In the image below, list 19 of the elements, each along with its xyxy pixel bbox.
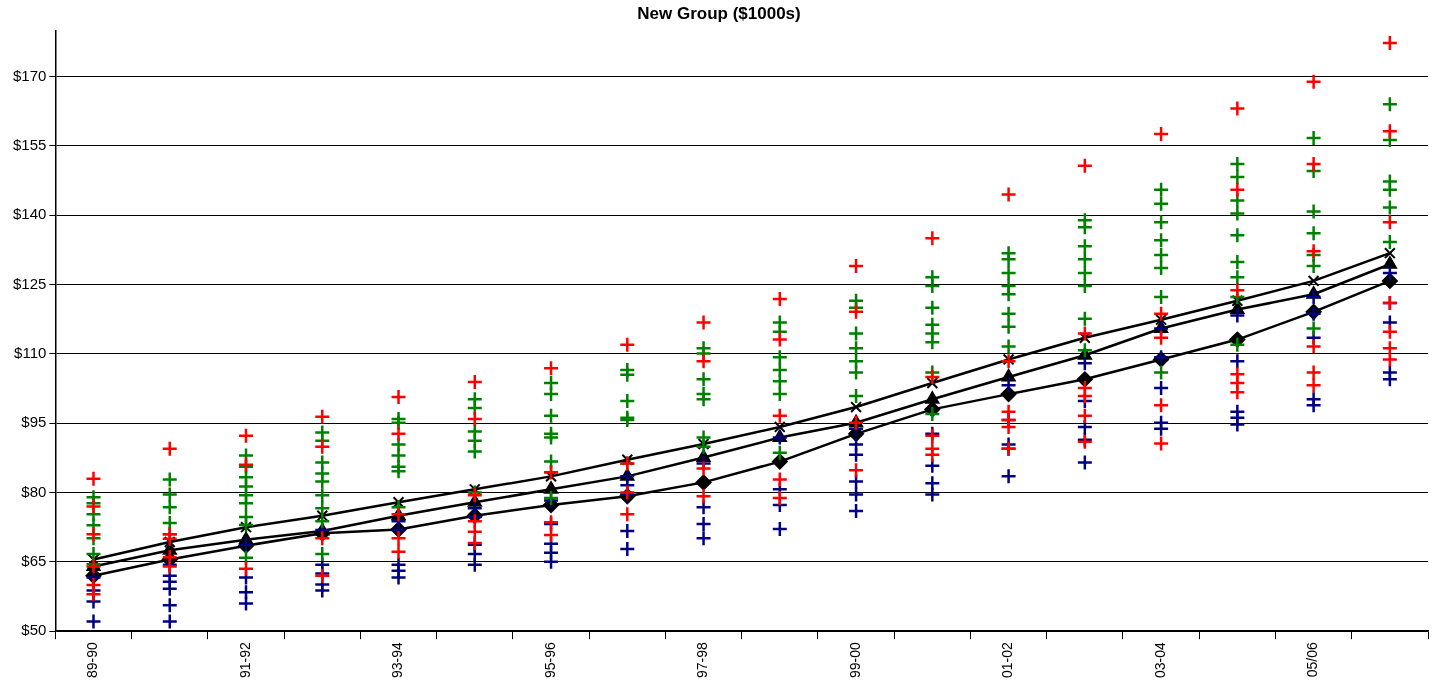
x-tick-label: 03-04: [1151, 641, 1168, 679]
y-tick-label: $65: [21, 552, 47, 570]
y-tick-label: $125: [12, 274, 47, 292]
y-tick-label: $155: [12, 136, 47, 154]
y-tick-label: $50: [21, 621, 47, 639]
x-tick-label: 91-92: [236, 641, 253, 679]
x-tick-label: 95-96: [541, 641, 558, 679]
y-tick-label: $170: [12, 66, 47, 84]
x-tick-label: 93-94: [389, 641, 406, 679]
chart-title: New Group ($1000s): [637, 3, 801, 23]
x-tick-label: 05/06: [1304, 641, 1321, 678]
x-tick-label: 01-02: [999, 641, 1016, 679]
y-tick-label: $110: [14, 344, 47, 362]
y-tick-label: $140: [12, 205, 47, 223]
x-tick-label: 89-90: [84, 641, 101, 679]
x-tick-label: 97-98: [694, 641, 711, 679]
x-tick-label: 99-00: [846, 641, 863, 679]
y-tick-label: $95: [21, 413, 47, 431]
y-tick-label: $80: [21, 482, 47, 500]
